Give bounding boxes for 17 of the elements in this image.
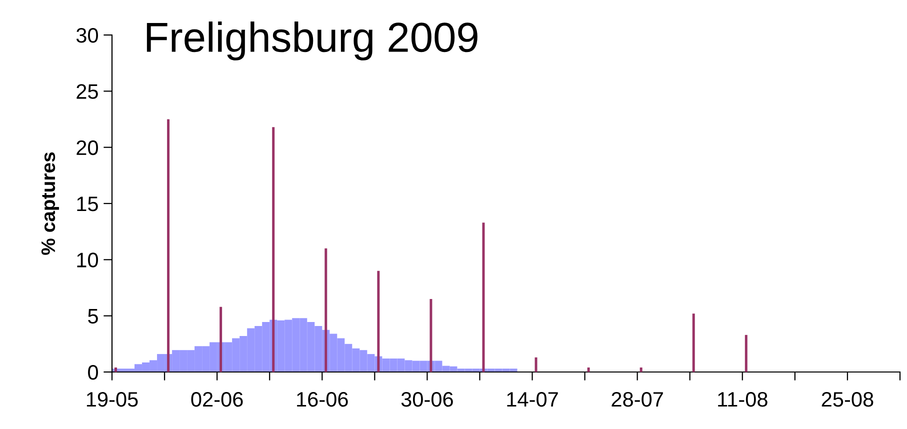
y-tick-label: 5 [88, 309, 98, 324]
y-tick-label: 10 [77, 252, 98, 268]
y-tick-label: 20 [76, 140, 98, 156]
x-tick-label: 30-06 [401, 392, 453, 407]
x-tick-label: 11-08 [718, 392, 768, 407]
chart-title: Frelighsburg 2009 [146, 22, 478, 60]
y-tick-label: 0 [88, 365, 98, 380]
y-tick-label: 25 [76, 84, 98, 99]
x-tick-label: 19-05 [86, 392, 138, 407]
y-tick-label: 30 [76, 28, 98, 43]
x-tick-label: 25-08 [822, 392, 874, 407]
x-tick-label: 28-07 [612, 392, 663, 407]
x-tick-label: 14-07 [507, 392, 558, 407]
x-tick-label: 02-06 [191, 392, 243, 407]
x-tick-label: 16-06 [297, 392, 348, 407]
y-tick-label: 15 [77, 196, 98, 212]
y-axis-title: % captures [41, 152, 59, 255]
